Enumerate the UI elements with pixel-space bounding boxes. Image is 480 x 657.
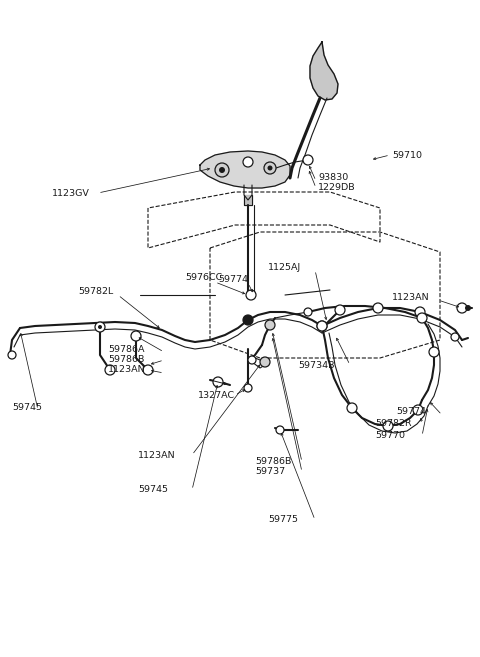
Text: 1229DB: 1229DB xyxy=(318,183,356,193)
Circle shape xyxy=(304,308,312,316)
Circle shape xyxy=(243,315,253,325)
Circle shape xyxy=(260,357,270,367)
Text: 1123AN: 1123AN xyxy=(138,451,176,459)
Circle shape xyxy=(131,331,141,341)
Circle shape xyxy=(105,365,115,375)
Circle shape xyxy=(143,365,153,375)
Text: 1123AN: 1123AN xyxy=(392,294,430,302)
Text: 93830: 93830 xyxy=(318,173,348,183)
Circle shape xyxy=(244,384,252,392)
Circle shape xyxy=(373,303,383,313)
Circle shape xyxy=(303,155,313,165)
Text: 59774: 59774 xyxy=(218,275,248,284)
Text: 59737: 59737 xyxy=(255,468,285,476)
Polygon shape xyxy=(244,195,252,205)
Text: 59782R: 59782R xyxy=(375,420,412,428)
Circle shape xyxy=(465,305,471,311)
Text: 59734B: 59734B xyxy=(298,361,335,369)
Circle shape xyxy=(413,405,423,415)
Text: 59710: 59710 xyxy=(392,150,422,160)
Text: 1125AJ: 1125AJ xyxy=(268,263,301,273)
Circle shape xyxy=(347,403,357,413)
Text: 59775: 59775 xyxy=(268,516,298,524)
Circle shape xyxy=(265,320,275,330)
Text: 59786A: 59786A xyxy=(108,346,144,355)
Circle shape xyxy=(457,303,467,313)
Circle shape xyxy=(429,347,439,357)
Text: 5976CC: 5976CC xyxy=(185,273,222,283)
Circle shape xyxy=(213,377,223,387)
Polygon shape xyxy=(310,42,338,100)
Text: 1123AN: 1123AN xyxy=(108,365,145,374)
Text: 59774: 59774 xyxy=(396,407,426,417)
Circle shape xyxy=(248,356,256,364)
Circle shape xyxy=(317,321,327,331)
Circle shape xyxy=(451,333,459,341)
Circle shape xyxy=(276,426,284,434)
Circle shape xyxy=(246,290,256,300)
Circle shape xyxy=(98,325,102,329)
Circle shape xyxy=(417,313,427,323)
Polygon shape xyxy=(200,151,290,188)
Circle shape xyxy=(243,157,253,167)
Text: 59745: 59745 xyxy=(12,403,42,413)
Circle shape xyxy=(317,321,327,331)
Circle shape xyxy=(8,351,16,359)
Circle shape xyxy=(264,162,276,174)
Text: 59786B: 59786B xyxy=(255,457,291,466)
Circle shape xyxy=(383,421,393,431)
Circle shape xyxy=(267,166,273,171)
Text: 1123GV: 1123GV xyxy=(52,189,90,198)
Circle shape xyxy=(219,167,225,173)
Text: 1327AC: 1327AC xyxy=(198,390,235,399)
Circle shape xyxy=(415,307,425,317)
Text: 59770: 59770 xyxy=(375,432,405,440)
Circle shape xyxy=(95,322,105,332)
Text: 59745: 59745 xyxy=(138,486,168,495)
Text: 59782L: 59782L xyxy=(78,288,113,296)
Circle shape xyxy=(215,163,229,177)
Text: 59786B: 59786B xyxy=(108,355,144,365)
Circle shape xyxy=(335,305,345,315)
